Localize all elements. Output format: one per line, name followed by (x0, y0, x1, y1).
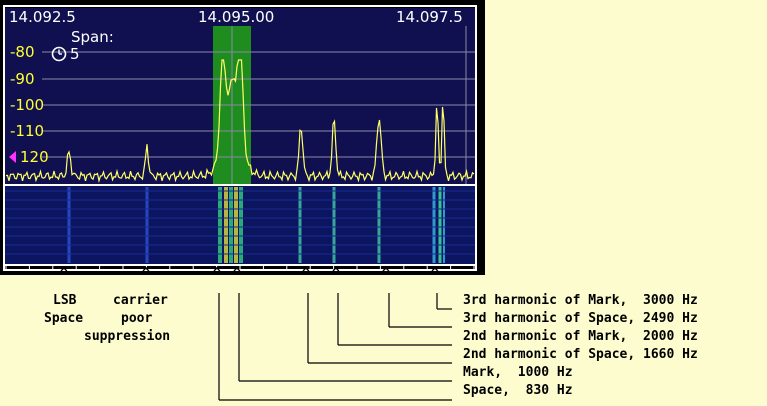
caret-8: ^ (431, 266, 439, 281)
db-label-90: -90 (10, 70, 35, 88)
annotation-area: ^ ^ ^ ^ ^ ^ ^ ^ LSB Space carrier poor s… (0, 266, 767, 406)
db-label-80: -80 (10, 43, 35, 61)
waterfall-stripe (67, 187, 71, 263)
waterfall-stripe (438, 187, 442, 263)
freq-label-center: 14.095.00 (198, 8, 274, 26)
label-lsb: LSB (53, 293, 77, 308)
spectrum-scope: 14.092.5 14.095.00 14.097.5 -80 -90 -100… (0, 0, 485, 275)
waterfall-band (5, 190, 475, 192)
spectrum-display: 14.092.5 14.095.00 14.097.5 -80 -90 -100… (3, 5, 477, 271)
waterfall-stripe (298, 187, 302, 263)
caret-2: ^ (142, 266, 150, 281)
waterfall-stripe (432, 187, 436, 263)
caret-3: ^ (213, 266, 221, 281)
caret-1: ^ (60, 266, 68, 281)
freq-label-right: 14.097.5 (396, 8, 463, 26)
waterfall-band (5, 226, 475, 228)
label-carrier: carrier (113, 293, 168, 308)
harmonic-label: 2nd harmonic of Mark, 2000 Hz (463, 329, 698, 344)
harmonic-label: 3rd harmonic of Space, 2490 Hz (463, 311, 698, 326)
label-poor: poor (121, 311, 153, 326)
caret-5: ^ (302, 266, 310, 281)
waterfall-band (5, 253, 475, 255)
waterfall-band (5, 208, 475, 210)
harmonic-label: 3rd harmonic of Mark, 3000 Hz (463, 293, 698, 308)
harmonic-label: Mark, 1000 Hz (463, 365, 573, 380)
spectrum-divider (5, 184, 475, 186)
freq-label-left: 14.092.5 (9, 8, 76, 26)
waterfall-band (5, 235, 475, 237)
caret-7: ^ (382, 266, 390, 281)
waterfall-stripe (218, 187, 222, 263)
waterfall-stripe (234, 187, 238, 263)
span-label: Span: (71, 28, 114, 46)
label-suppression: suppression (84, 329, 171, 344)
waterfall-band (5, 199, 475, 201)
waterfall-stripe (443, 187, 445, 263)
waterfall-stripes (5, 187, 475, 263)
waterfall-stripe (229, 187, 233, 263)
waterfall-stripe (224, 187, 228, 263)
spectrum-trace (5, 59, 475, 184)
waterfall-stripe (332, 187, 336, 263)
waterfall-stripe (239, 187, 243, 263)
harmonic-label: 2nd harmonic of Space, 1660 Hz (463, 347, 698, 362)
grid-lines (42, 26, 475, 184)
clock-icon[interactable] (51, 46, 67, 62)
waterfall-stripe (377, 187, 381, 263)
caret-6: ^ (332, 266, 340, 281)
waterfall-stripe (145, 187, 149, 263)
db-label-120: 120 (20, 148, 49, 166)
db-label-100: -100 (10, 96, 44, 114)
caret-4: ^ (233, 266, 241, 281)
scale-ticks (5, 264, 475, 270)
waterfall-band (5, 244, 475, 246)
db-label-110: -110 (10, 122, 44, 140)
annotation-lines (218, 293, 452, 401)
ref-level-marker-icon[interactable] (9, 151, 16, 163)
waterfall-band (5, 217, 475, 219)
span-value[interactable]: 5 (70, 45, 80, 63)
label-space: Space (44, 311, 84, 326)
harmonic-label: Space, 830 Hz (463, 383, 573, 398)
